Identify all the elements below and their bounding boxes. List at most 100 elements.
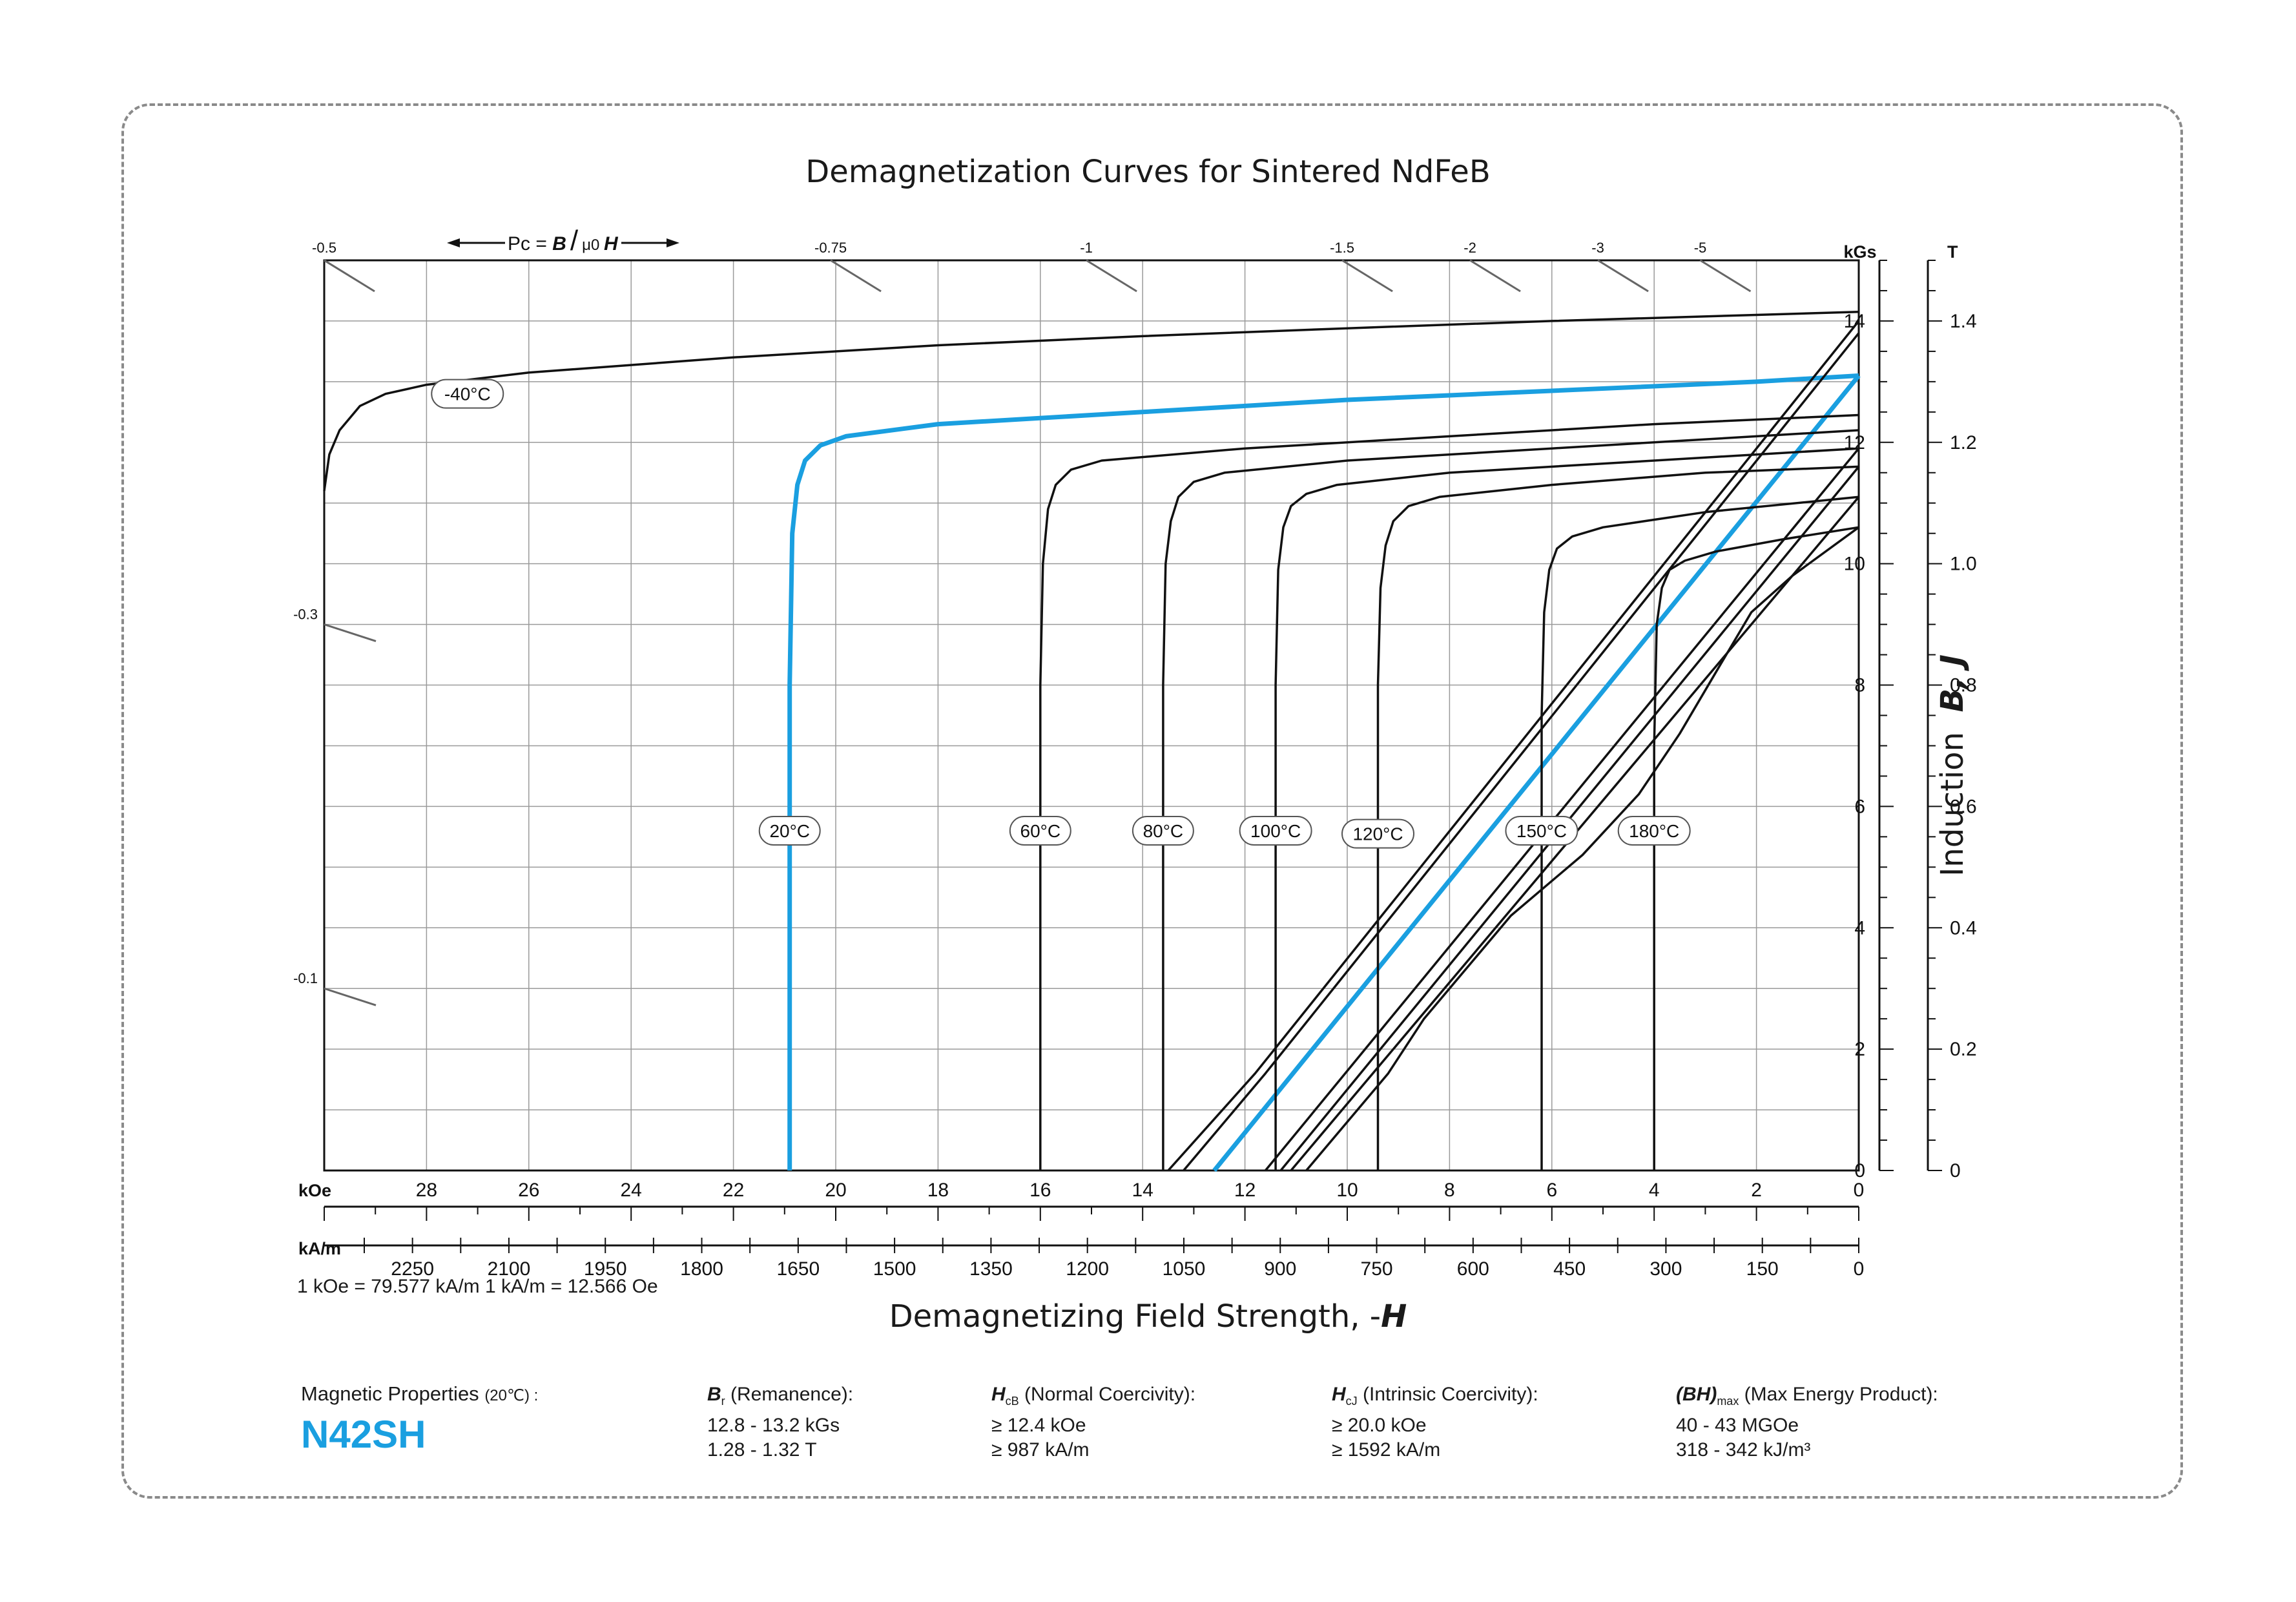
pc-arrow-left-head [447,238,460,247]
series-label: 20°C [769,821,810,841]
series-label: 100°C [1250,821,1301,841]
pc-marker-label: -0.3 [293,607,318,623]
y-tick-label-t: 0.2 [1950,1039,1977,1060]
series-4-b-curve [1264,448,1860,1172]
x-tick-label-koe: 2 [1751,1180,1762,1201]
curve-layer [323,311,1861,1172]
pc-marker-line [1597,259,1649,293]
y-tick-label-t: 0 [1950,1160,1961,1181]
prop-energy-product: (BH)max (Max Energy Product): 40 - 43 MG… [1676,1382,1938,1462]
series-3-b-curve [1183,332,1860,1172]
y-tick-label-t: 0.8 [1950,675,1977,696]
y-tick-label-t: 1.4 [1950,311,1977,332]
x-tick-label-kam: 450 [1553,1258,1586,1280]
y-tick-label-kgs: 0 [1854,1160,1865,1181]
br-sub: r [721,1395,725,1408]
hcb-label: (Normal Coercivity): [1019,1384,1196,1405]
series-label-pill [1009,815,1071,846]
y-tick-label-kgs: 2 [1854,1039,1865,1060]
series-4-j-curve [1274,447,1859,1170]
br-t: 1.28 - 1.32 T [707,1439,817,1461]
bh-mgoe: 40 - 43 MGOe [1676,1415,1799,1436]
properties-heading: Magnetic Properties (20℃) : [301,1382,538,1406]
x-axis-title-symbol: H [1381,1298,1407,1335]
series-label-pill [1505,815,1578,846]
series-2-j-curve [1039,413,1859,1170]
pc-marker-line [324,987,377,1006]
x-tick-label-kam: 2250 [391,1258,434,1280]
x-tick-label-koe: 26 [518,1180,539,1201]
x-tick-label-koe: 12 [1234,1180,1256,1201]
series-0-j-curve [323,311,1859,492]
x-tick-label-koe: 22 [723,1180,744,1201]
hcb-kam: ≥ 987 kA/m [991,1439,1090,1461]
pc-marker-line [1469,259,1521,293]
series-label: 180°C [1629,821,1679,841]
bh-symbol: (BH) [1676,1384,1717,1405]
x-tick-label-kam: 1650 [776,1258,820,1280]
x-tick-label-kam: 750 [1361,1258,1393,1280]
bh-sub: max [1717,1395,1739,1408]
hcj-sub: cJ [1345,1395,1358,1408]
properties-heading-text: Magnetic Properties [301,1382,485,1405]
series-label: 150°C [1516,821,1567,841]
br-symbol: B [707,1384,721,1405]
y-tick-label-t: 0.6 [1950,796,1977,817]
series-2-b-curve [1167,320,1860,1172]
x-tick-label-kam: 0 [1854,1258,1865,1280]
x-tick-label-koe: 20 [825,1180,846,1201]
y-axis-title-symbols: B, J [1934,654,1970,713]
pc-marker-label: -0.5 [312,240,336,256]
pc-marker-label: -1.5 [1330,240,1354,256]
y-axis-kgs-unit: kGs [1843,242,1876,262]
y-axis-title: Induction B, J [1934,643,1973,888]
y-tick-label-t: 1.2 [1950,432,1977,453]
y-axis-title-text: Induction [1934,732,1970,877]
x-tick-label-kam: 1500 [873,1258,916,1280]
x-axis-kam-unit: kA/m [298,1239,341,1258]
y-tick-label-t: 1.0 [1950,554,1977,575]
series-label-pill [758,815,821,846]
x-tick-label-koe: 16 [1029,1180,1051,1201]
pc-header: Pc = B / μ0 H [447,225,679,256]
y-tick-label-kgs: 14 [1844,311,1865,332]
pc-layer: -0.5 -0.75 -1 -1.5 -2 -3 -5 -0.3 -0.1 [293,240,1752,1006]
br-label: (Remanence): [725,1384,854,1405]
pc-marker-line [324,259,375,293]
series-5-j-curve [1376,465,1859,1170]
pc-marker-line [1699,259,1752,293]
bh-label: (Max Energy Product): [1739,1384,1938,1405]
grid-layer [323,259,1860,1172]
x-axis-title-text: Demagnetizing Field Strength, - [889,1298,1381,1335]
hcb-symbol: H [991,1384,1006,1405]
x-tick-label-koe: 28 [416,1180,437,1201]
x-tick-label-kam: 2100 [488,1258,531,1280]
y-axis-t-unit: T [1947,242,1958,262]
y-tick-label-t: 0.4 [1950,917,1977,939]
pc-marker-label: -0.75 [814,240,847,256]
x-tick-label-kam: 150 [1746,1258,1779,1280]
x-tick-label-koe: 6 [1546,1180,1557,1201]
y-tick-label-kgs: 10 [1844,554,1865,575]
pc-marker-label: -1 [1080,240,1093,256]
x-tick-label-kam: 600 [1457,1258,1489,1280]
hcj-kam: ≥ 1592 kA/m [1332,1439,1441,1461]
pc-marker-label: -2 [1463,240,1476,256]
x-tick-label-koe: 4 [1649,1180,1660,1201]
pc-marker-label: -0.1 [293,970,318,986]
x-tick-label-kam: 300 [1650,1258,1682,1280]
y-tick-label-kgs: 4 [1854,917,1865,939]
pc-marker-line [1086,259,1137,293]
chart-frame [121,103,2183,1499]
properties-heading-temp: (20℃) : [484,1387,539,1404]
hcj-symbol: H [1332,1384,1346,1405]
x-axis-title: Demagnetizing Field Strength, -H [0,1298,2296,1335]
pc-marker-line [324,623,377,643]
series-label-pill [1341,818,1415,849]
series-label-pill [1239,815,1312,846]
x-tick-label-kam: 1050 [1163,1258,1206,1280]
series-7-b-curve [1305,526,1860,1172]
series-label: 60°C [1020,821,1061,841]
